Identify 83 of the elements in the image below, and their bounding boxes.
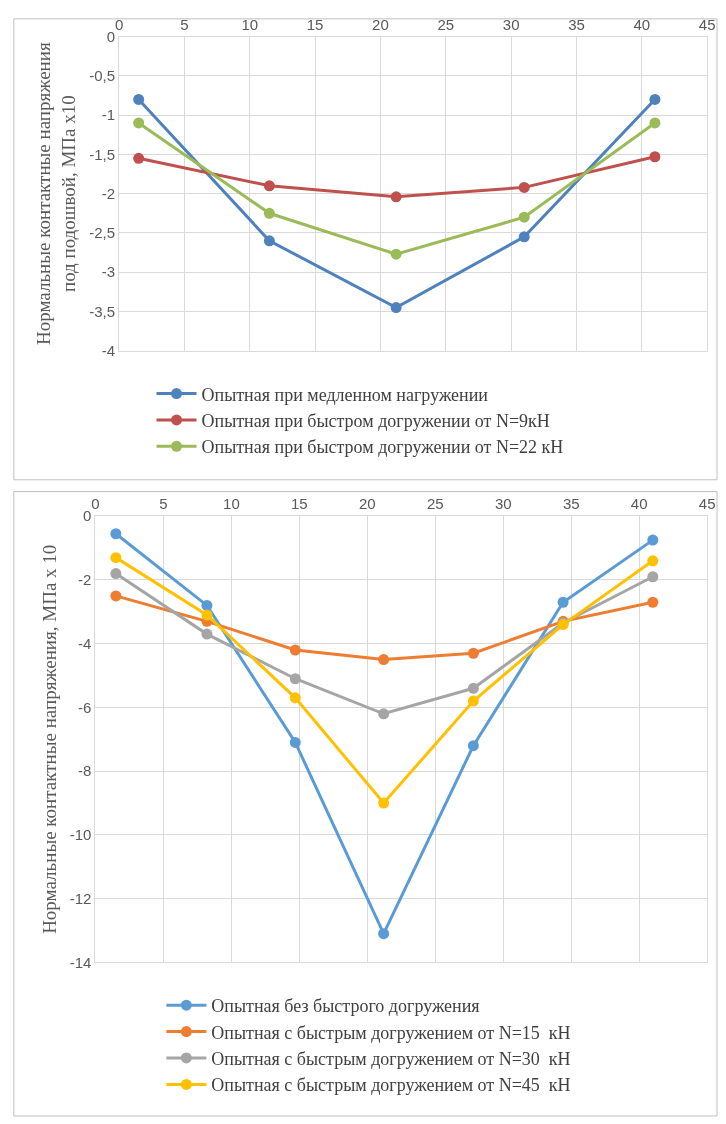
y-tick-label: -12 [69,889,92,907]
point [378,708,390,720]
point [133,93,145,105]
x-tick-label: 45 [698,15,716,33]
y-tick-label: -2 [78,571,92,589]
point [647,596,659,608]
x-tick-label: 35 [562,495,580,513]
y-tick-label: 0 [83,507,92,525]
x-tick-label: 40 [633,15,651,33]
point [289,736,301,748]
point [467,740,479,752]
y-axis-title: Нормальные контактные напряжения, МПа х 10 [38,544,60,934]
x-tick-label: 20 [372,15,389,33]
x-tick-label: 35 [568,15,585,33]
legend-label: Опытная при быстром догружении от N=22 кН [201,437,564,458]
x-tick-label: 25 [426,495,444,513]
legend-label: Опытная с быстрым догружением от N=15 кН [211,1022,571,1043]
y-tick-label: -2 [101,184,116,202]
point [110,590,122,602]
legend-label: Опытная с быстрым догружением от N=30 кН [211,1049,571,1069]
point [263,235,275,247]
y-tick-label: -8 [78,762,92,780]
y-tick-label: -0,5 [89,67,116,85]
y-tick-label: -3,5 [89,302,116,320]
point [467,647,479,659]
legend-label: Опытная при быстром догружении от N=9кН [201,410,550,431]
point [133,152,145,164]
x-tick-label: 10 [241,15,259,33]
y-tick-label: -2,5 [89,224,116,242]
point [649,93,661,105]
x-tick-label: 25 [437,15,455,33]
y-tick-label: -14 [69,953,92,971]
point [518,181,530,193]
point [390,191,402,203]
x-tick-label: 30 [494,495,512,513]
point [649,151,661,163]
point [133,117,145,129]
point [289,673,301,685]
point [201,599,213,611]
y-tick-label: -1,5 [89,145,116,163]
point [467,695,479,707]
point [289,692,301,704]
point [390,248,402,260]
y-tick-label: -1 [101,106,116,124]
legend-label: Опытная с быстрым догружением от N=45 кН [211,1075,571,1096]
x-tick-label: 5 [159,495,168,513]
point [110,552,122,564]
x-tick-label: 20 [359,495,376,513]
x-tick-label: 15 [291,495,308,513]
y-tick-label: -10 [69,826,92,844]
point [110,528,122,540]
legend-label: Опытная при медленном нагружении [201,384,489,405]
point [647,534,659,546]
y-tick-label: 0 [106,27,116,45]
legend-label: Опытная без быстрого догружения [211,996,480,1017]
point [518,231,530,243]
point [649,117,661,129]
point [378,797,390,809]
x-tick-label: 15 [306,15,324,33]
x-tick-label: 30 [502,15,520,33]
point [201,628,213,640]
y-tick-label: -4 [101,342,116,360]
point [647,571,659,583]
point [378,654,390,666]
point [518,211,530,223]
x-tick-label: 5 [180,15,189,33]
x-tick-label: 10 [223,495,240,513]
y-tick-label: -6 [78,698,92,716]
y-axis-title: Нормальные контактные напряжения под подошвой, МПа х10 [33,42,80,345]
point [647,555,659,567]
point [110,568,122,580]
point [263,180,275,192]
point [467,682,479,694]
y-tick-label: -3 [101,263,116,281]
point [378,928,390,940]
point [201,609,213,621]
point [263,207,275,219]
point [557,596,569,608]
y-tick-label: -4 [78,634,92,652]
x-tick-label: 45 [698,495,716,513]
point [390,302,402,314]
point [289,644,301,656]
x-tick-label: 40 [630,495,648,513]
